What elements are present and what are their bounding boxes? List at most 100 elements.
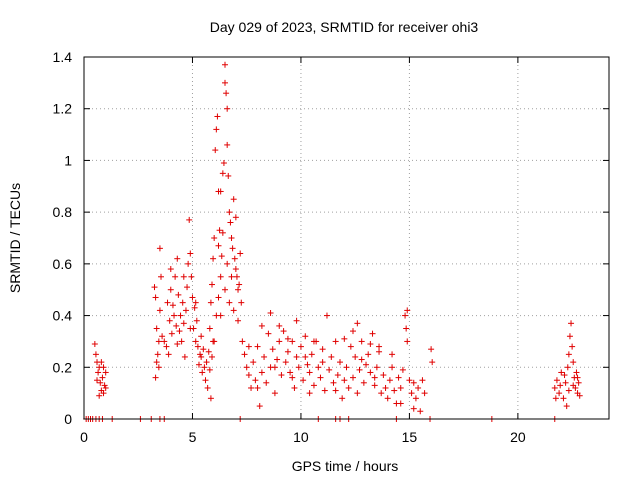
data-point [189,294,196,301]
data-point [177,312,184,319]
data-point [211,338,218,345]
data-point [167,286,174,293]
data-point [319,346,326,353]
data-point [159,333,166,340]
data-point [350,328,357,335]
y-tick-label: 0 [64,411,72,427]
y-tick-label: 1.4 [53,49,73,65]
data-point [99,374,106,381]
data-point [100,364,107,371]
data-point [332,387,339,394]
data-point [232,214,239,221]
data-point [289,338,296,345]
data-point [330,379,337,386]
data-point [295,364,302,371]
data-point [191,304,198,311]
data-point [230,307,237,314]
data-point [198,353,205,360]
data-point [101,382,108,389]
data-point [102,384,109,391]
data-point [231,255,238,262]
data-point [102,369,109,376]
data-point [210,255,217,262]
data-point [561,372,568,379]
data-point [360,379,367,386]
x-tick-label: 15 [402,429,418,445]
data-point [207,299,214,306]
data-point [300,377,307,384]
data-point [315,364,322,371]
x-tick-label: 0 [80,429,88,445]
data-point [428,346,435,353]
data-point [235,317,242,324]
data-point [402,312,409,319]
data-point [575,379,582,386]
data-point [155,364,162,371]
data-point [194,343,201,350]
data-point [334,372,341,379]
data-point [371,382,378,389]
data-point [317,374,324,381]
data-point [254,343,261,350]
data-point [167,266,174,273]
data-point [206,325,213,332]
data-point [287,369,294,376]
data-point [92,351,99,358]
y-tick-label: 0.2 [53,359,73,375]
data-point [230,196,237,203]
data-point [166,317,173,324]
data-point [153,359,160,366]
data-point [207,395,214,402]
data-point [233,273,240,280]
y-axis-label: SRMTID / TECUs [7,183,23,293]
data-point [213,126,220,133]
data-point [397,384,404,391]
data-point [156,245,163,252]
data-point [200,346,207,353]
data-point [568,320,575,327]
data-point [367,369,374,376]
data-point [406,377,413,384]
data-point [271,390,278,397]
y-tick-label: 0.8 [53,204,73,220]
data-point [222,61,229,68]
data-point [302,353,309,360]
data-point [358,338,365,345]
data-point [217,188,224,195]
data-point [258,322,265,329]
data-point [350,374,357,381]
data-points [83,61,583,422]
data-point [212,147,219,154]
data-point [235,286,242,293]
data-point [237,250,244,257]
data-point [403,325,410,332]
data-point [576,392,583,399]
data-point [326,366,333,373]
data-point [169,302,176,309]
data-point [558,369,565,376]
data-point [341,335,348,342]
data-point [291,384,298,391]
data-point [389,364,396,371]
data-point [308,351,315,358]
data-point [565,387,572,394]
data-point [98,359,105,366]
data-point [319,359,326,366]
data-point [278,372,285,379]
data-point [228,235,235,241]
y-tick-label: 0.4 [53,308,73,324]
data-point [339,395,346,402]
data-point [174,341,181,348]
data-point [205,348,212,355]
data-point [356,366,363,373]
data-point [215,242,222,249]
y-tick-label: 0.6 [53,256,73,272]
data-point [238,299,245,306]
data-point [239,338,246,345]
data-point [224,141,231,148]
data-point [354,320,361,327]
data-point [395,374,402,381]
data-point [347,343,354,350]
data-point [570,359,577,366]
